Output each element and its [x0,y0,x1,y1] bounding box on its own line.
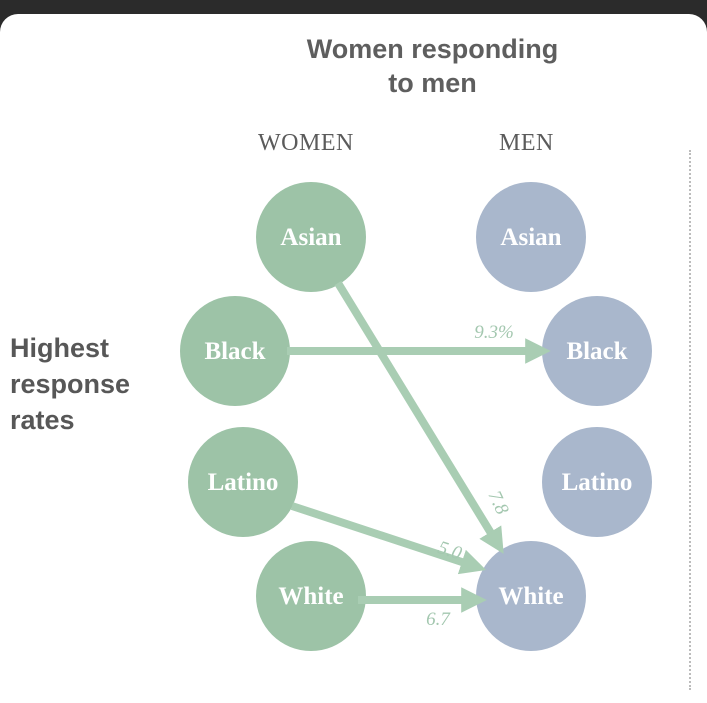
men-node-latino: Latino [542,427,652,537]
women-node-circle [256,541,366,651]
women-node-label: Asian [280,224,341,251]
women-node-label: White [278,583,343,610]
men-node-circle [542,296,652,406]
men-node-white: White [476,541,586,651]
title-line-1: Women responding [306,34,559,64]
chart-title: Women responding to men [0,32,707,100]
title-line-2: to men [388,68,477,98]
women-node-latino: Latino [188,427,298,537]
men-node-label: Latino [562,469,633,496]
women-node-black: Black [180,296,290,406]
men-node-label: Asian [500,224,561,251]
row-label-line-2: response [10,369,131,399]
men-node-label: Black [566,338,627,365]
women-node-label: Black [204,338,265,365]
flow-arrow-latino-to-white [290,502,487,575]
dotted-divider [689,150,691,690]
flow-label-white-to-white: 6.7 [426,609,451,630]
men-node-circle [476,182,586,292]
row-label-line-3: rates [10,405,75,435]
women-node-label: Latino [208,469,279,496]
women-node-asian: Asian [256,182,366,292]
flow-label-asian-to-white: 7.8 [483,487,512,518]
flow-label-black-to-black: 9.3% [474,322,514,343]
men-column-header: MEN [499,130,554,156]
men-node-asian: Asian [476,182,586,292]
row-label: Highest response rates [10,330,130,438]
men-node-label: White [498,583,563,610]
women-node-circle [256,182,366,292]
men-node-circle [476,541,586,651]
women-node-white: White [256,541,366,651]
flow-arrow-asian-to-white [334,280,504,554]
men-node-circle [542,427,652,537]
women-node-circle [180,296,290,406]
men-node-black: Black [542,296,652,406]
women-column-header: WOMEN [258,130,354,156]
women-node-circle [188,427,298,537]
row-label-line-1: Highest [10,333,110,363]
